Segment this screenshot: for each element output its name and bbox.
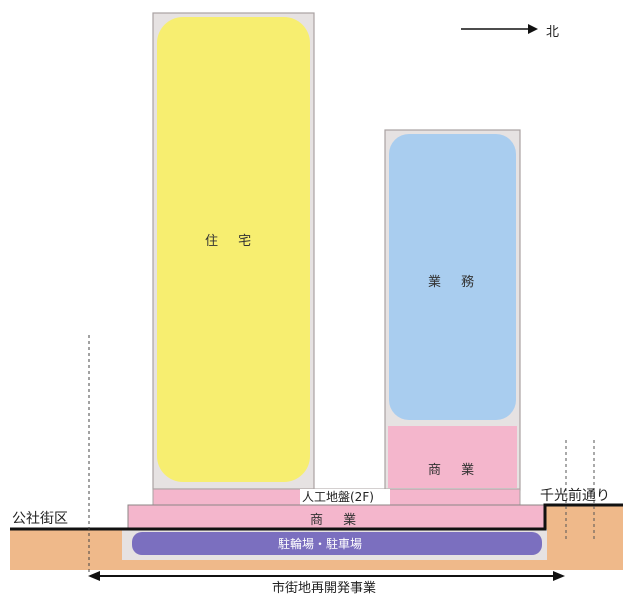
tower-commercial-label: 商 業 bbox=[428, 463, 483, 478]
project-span-arrow-left bbox=[88, 571, 100, 581]
left-district-label: 公社街区 bbox=[12, 511, 68, 527]
project-label: 市街地再開発事業 bbox=[272, 581, 377, 596]
tower-commercial-block bbox=[388, 426, 517, 488]
artificial-ground-label-bg bbox=[300, 489, 390, 505]
residential-tower-fill bbox=[157, 17, 310, 482]
north-arrow-head bbox=[528, 24, 538, 34]
ground-right bbox=[545, 505, 623, 570]
north-label: 北 bbox=[546, 25, 560, 40]
artificial-ground-label: 人工地盤(2F) bbox=[302, 490, 374, 504]
right-street-label: 千光前通り bbox=[540, 488, 610, 504]
office-label: 業 務 bbox=[428, 275, 483, 290]
office-block bbox=[389, 134, 516, 420]
podium-commercial-label: 商 業 bbox=[310, 513, 365, 528]
parking-label: 駐輪場・駐車場 bbox=[278, 537, 363, 551]
project-span-arrow-right bbox=[553, 571, 565, 581]
residential-label: 住 宅 bbox=[205, 234, 260, 249]
parking-block bbox=[132, 532, 542, 555]
ground-line bbox=[10, 503, 623, 531]
ground-left bbox=[10, 529, 130, 570]
